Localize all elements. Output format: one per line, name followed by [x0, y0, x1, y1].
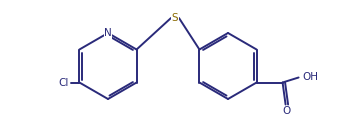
Text: S: S [172, 13, 178, 23]
Text: O: O [282, 106, 291, 117]
Text: OH: OH [303, 72, 319, 83]
Text: Cl: Cl [58, 78, 68, 87]
Text: N: N [104, 28, 112, 38]
